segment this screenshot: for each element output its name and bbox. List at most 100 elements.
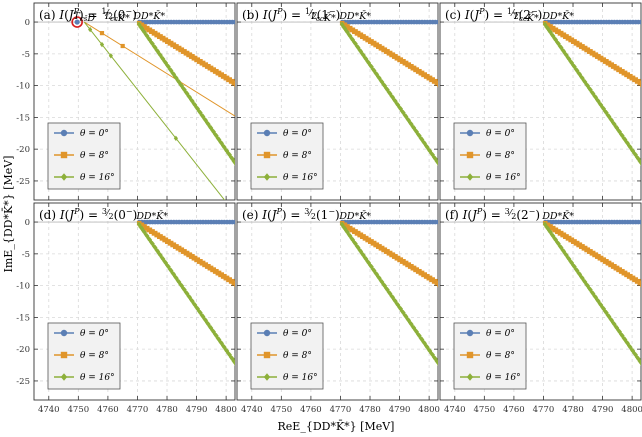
data-point [597,300,602,307]
data-point [366,260,372,266]
data-layer [542,19,641,166]
data-point [212,331,217,337]
data-point [219,140,224,147]
data-point [435,159,438,166]
data-point [414,267,420,272]
data-point [422,272,427,277]
legend-swatch-square [466,151,474,159]
data-point [234,363,235,366]
legend-label: θ = 0° [80,129,109,139]
legend-swatch-diamond [263,373,271,381]
legend-swatch-square [263,151,271,159]
data-point [138,24,143,30]
data-point [433,355,438,362]
data-point [401,259,406,264]
legend-swatch-circle [60,129,68,137]
data-point [173,135,178,141]
data-point [625,72,630,77]
data-point [438,164,443,170]
data-point [377,244,382,249]
data-point [152,244,158,251]
chart-panel-f: 4740 4750 4760 4770 4780 4790 4800 DD*K̄*(f) I(… [439,202,642,415]
data-point [598,102,604,108]
data-point [414,67,420,72]
data-point [234,163,235,166]
data-point [417,332,422,339]
data-point [182,86,187,93]
x-tick-label: 4800 [215,405,237,415]
data-point [350,37,356,43]
legend-box [250,322,324,390]
data-point [158,34,163,39]
data-point [203,62,209,67]
y-tick-label: -15 [16,113,30,123]
data-point [160,235,166,241]
data-point [108,53,113,59]
data-point [374,242,380,248]
data-point [227,352,232,358]
data-point [427,275,433,281]
data-point [166,39,171,44]
data-point [377,44,382,49]
legend-box [453,322,527,390]
data-point [425,273,430,279]
data-point [226,350,231,356]
data-point [556,29,561,34]
data-point [358,248,364,255]
data-point [136,21,142,28]
chart-panel-c: TccK̄* DD*K̄*(c) I(JP) = 1⁄2(2−) θ = 0° θ =… [439,2,642,201]
data-point [403,113,409,120]
y-tick-label: -25 [16,177,30,187]
cut-line [83,21,235,117]
y-tick-label: -20 [16,145,30,155]
series-1 [339,20,438,88]
data-point [369,263,374,270]
x-axis-label: ReE_{DD*K̄*} [MeV] [278,420,395,433]
panel-frame [439,202,642,401]
data-point [166,239,171,244]
data-point [409,263,414,269]
data-point [598,55,604,61]
data-point [158,52,163,59]
data-point [588,249,593,254]
data-point [235,364,240,370]
data-point [206,63,211,69]
data-point [553,227,559,233]
chart-panel-b: TccK̄* DD*K̄*(b) I(JP) = 1⁄2(1−) θ = 0° θ =… [236,2,443,201]
data-point [195,257,201,262]
series-2 [136,221,240,370]
data-point [168,40,174,46]
data-point [598,255,604,261]
data-point [638,159,641,166]
data-point [179,47,185,53]
y-tick-label: 0 [25,18,30,28]
threshold-label: Tcs̄D [74,11,96,24]
series-2 [339,221,438,366]
data-point [224,348,230,354]
data-point [363,256,369,263]
data-point [371,40,377,46]
data-point [638,280,641,286]
data-point [590,50,596,56]
data-point [216,270,222,276]
data-point [219,272,224,277]
data-point [361,34,366,39]
data-point [150,229,155,234]
data-point [223,346,228,353]
data-point [401,109,406,116]
data-point [411,325,417,331]
data-point [385,86,390,93]
data-point [406,262,412,267]
data-point [374,71,380,78]
data-point [565,54,570,61]
data-point [219,72,224,77]
y-axis-label: ImE_{DD*K̄*} [MeV] [2,156,15,273]
data-point [620,132,625,139]
data-point [88,26,93,33]
legend-swatch-square [60,151,68,159]
data-point [415,331,420,337]
data-point [590,90,596,97]
data-point [618,331,623,337]
data-point [406,317,412,324]
